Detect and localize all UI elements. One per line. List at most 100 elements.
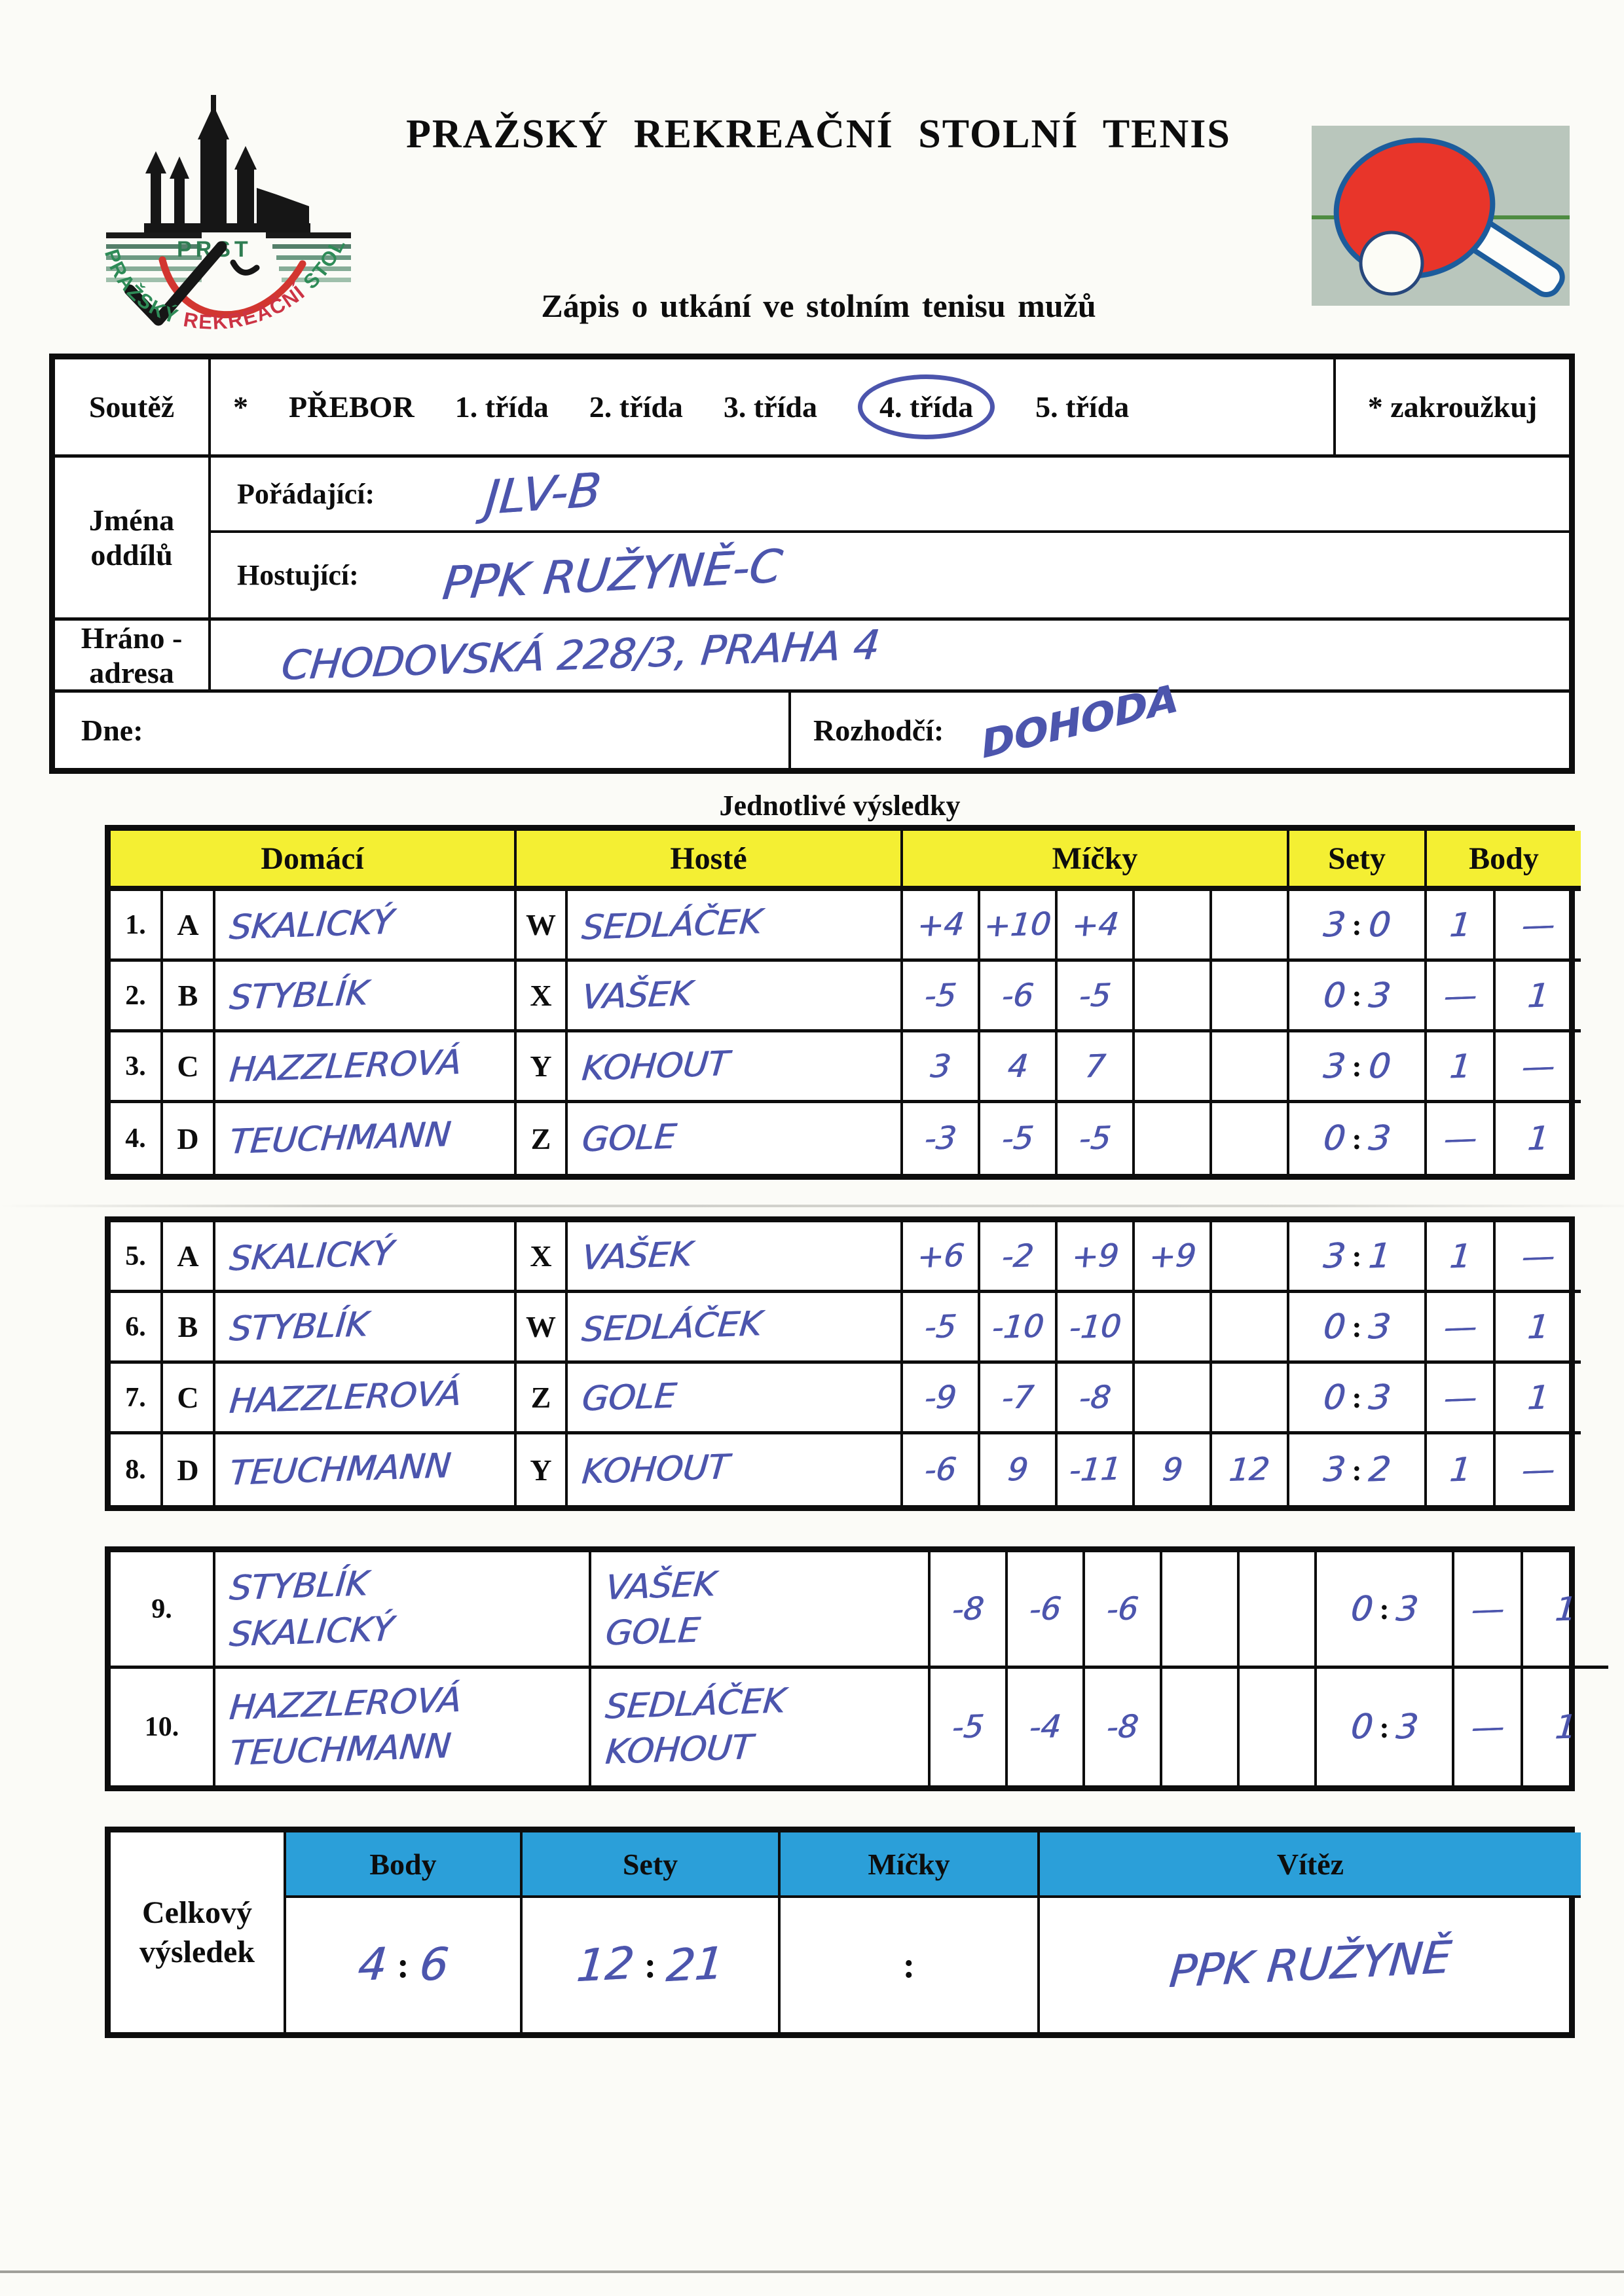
micky-cell: -5 [1058, 962, 1135, 1032]
micky-cell [1212, 1364, 1289, 1434]
address-handwritten: CHODOVSKÁ 228/3, PRAHA 4 [279, 621, 882, 689]
away-pair-cell: VAŠEK GOLE [591, 1552, 931, 1669]
dne-label: Dne: [81, 714, 143, 747]
summary-header-micky: Míčky [781, 1832, 1040, 1898]
hrano-adresa-label: Hráno - adresa [55, 621, 211, 689]
match-number: 10. [111, 1669, 215, 1785]
home-player-cell: TEUCHMANN [215, 1434, 517, 1505]
match-number: 8. [111, 1434, 163, 1505]
home-player-name: SKALICKÝ [227, 1609, 396, 1654]
home-player-cell: TEUCHMANN [215, 1103, 517, 1174]
micky-cell: -8 [931, 1552, 1008, 1669]
micky-cell: +6 [903, 1222, 980, 1293]
table-tennis-paddle-image [1312, 126, 1570, 306]
body-home-cell: — [1427, 1364, 1496, 1434]
away-player-name: VAŠEK [580, 974, 694, 1017]
micky-cell: -10 [980, 1293, 1058, 1364]
micky-cell: 9 [980, 1434, 1058, 1505]
away-player-cell: SEDLÁČEK [568, 891, 903, 962]
results-table-2: 5. A SKALICKÝ X VAŠEK +6 -2 +9 +9 3:1 1 … [105, 1216, 1581, 1511]
away-player-name: SEDLÁČEK [580, 902, 764, 948]
micky-cell: -11 [1058, 1434, 1135, 1505]
body-away-cell: 1 [1526, 1119, 1551, 1158]
micky-cell [1212, 1222, 1289, 1293]
home-player-name: STYBLÍK [227, 1304, 370, 1349]
home-pair-cell: STYBLÍK SKALICKÝ [215, 1552, 591, 1669]
prst-club-logo: PRST PRAŽSKÝ REKREAČNÍ STOLNÍ TENIS [46, 69, 351, 334]
away-player-name: KOHOUT [603, 1728, 754, 1772]
away-player-cell: VAŠEK [568, 1222, 903, 1293]
column-header-body: Body [1427, 831, 1581, 891]
home-player-name: TEUCHMANN [227, 1446, 452, 1493]
form-subtitle: Zápis o utkání ve stolním tenisu mužů [541, 287, 1096, 324]
sety-cell: 3:0 [1289, 891, 1427, 962]
home-letter: B [163, 962, 215, 1032]
body-away-cell: — [1496, 1032, 1581, 1103]
winner-handwritten: PPK RUŽYNĚ [1167, 1931, 1454, 1999]
celkovy-vysledek-label: Celkový výsledek [111, 1832, 286, 2032]
away-player-name: GOLE [604, 1611, 701, 1653]
away-player-name: SEDLÁČEK [580, 1303, 764, 1350]
logo-smile-arc [158, 256, 306, 319]
away-player-cell: KOHOUT [568, 1032, 903, 1103]
match-number: 7. [111, 1364, 163, 1434]
micky-cell [1212, 891, 1289, 962]
micky-cell: -9 [903, 1364, 980, 1434]
micky-cell: +9 [1058, 1222, 1135, 1293]
scan-edge-line [0, 2270, 1624, 2273]
micky-cell: -7 [980, 1364, 1058, 1434]
match-info-table: Soutěž * PŘEBOR 1. třída 2. třída 3. tří… [49, 354, 1575, 774]
micky-cell [1240, 1669, 1317, 1785]
home-player-cell: STYBLÍK [215, 962, 517, 1032]
micky-cell: -2 [980, 1222, 1058, 1293]
body-home-cell: — [1427, 1293, 1496, 1364]
home-letter: D [163, 1434, 215, 1505]
home-player-name: HAZZLEROVÁ [227, 1042, 463, 1090]
competition-option-2: 2. třída [589, 390, 683, 424]
body-away-cell: — [1520, 1450, 1557, 1489]
team-names-row: Jména oddílů Pořádající: JLV-B Hostující… [55, 458, 1569, 621]
home-player-cell: HAZZLEROVÁ [215, 1032, 517, 1103]
body-home-cell: 1 [1427, 891, 1496, 962]
micky-cell: -5 [980, 1103, 1058, 1174]
body-home-cell: 1 [1427, 1032, 1496, 1103]
results-table-1: Domácí Hosté Míčky Sety Body 1. A SKALIC… [105, 825, 1581, 1180]
jmena-oddilu-label: Jména oddílů [55, 458, 211, 617]
home-letter: C [163, 1364, 215, 1434]
away-player-name: VAŠEK [604, 1564, 718, 1608]
home-player-cell: STYBLÍK [215, 1293, 517, 1364]
hostujici-label: Hostující: [237, 558, 359, 591]
away-letter: Y [517, 1032, 568, 1103]
column-header-micky: Míčky [903, 831, 1289, 891]
body-home-cell: — [1454, 1552, 1523, 1669]
away-team-handwritten: PPK RUŽYNĚ-C [439, 539, 784, 611]
hostujici-cell: Hostující: PPK RUŽYNĚ-C [211, 533, 1569, 617]
summary-sety-value: 12:21 [523, 1898, 781, 2032]
match-number: 5. [111, 1222, 163, 1293]
away-player-name: KOHOUT [580, 1448, 731, 1492]
sety-cell: 0:3 [1289, 1364, 1427, 1434]
micky-cell: -4 [1008, 1669, 1085, 1785]
micky-cell [1135, 1032, 1212, 1103]
home-letter: C [163, 1032, 215, 1103]
summary-winner-value: PPK RUŽYNĚ [1040, 1898, 1581, 2032]
home-player-name: HAZZLEROVÁ [227, 1374, 463, 1421]
body-home-cell: — [1427, 962, 1496, 1032]
micky-cell: -5 [931, 1669, 1008, 1785]
micky-cell: +4 [1058, 891, 1135, 962]
body-away-cell: — [1496, 891, 1581, 962]
away-letter: X [517, 962, 568, 1032]
total-result-table: Celkový výsledek Body Sety Míčky Vítěz 4… [105, 1827, 1581, 2038]
micky-cell: +4 [903, 891, 980, 962]
micky-cell: -5 [1058, 1103, 1135, 1174]
poradajici-label: Pořádající: [237, 477, 375, 510]
castle-silhouette [144, 95, 310, 232]
home-player-cell: SKALICKÝ [215, 891, 517, 962]
micky-cell: 12 [1212, 1434, 1289, 1505]
address-row: Hráno - adresa CHODOVSKÁ 228/3, PRAHA 4 [55, 621, 1569, 693]
summary-header-body: Body [286, 1832, 523, 1898]
asterisk: * [233, 390, 248, 424]
sety-cell: 3:0 [1289, 1032, 1427, 1103]
micky-cell [1135, 962, 1212, 1032]
summary-body-value: 4:6 [286, 1898, 523, 2032]
